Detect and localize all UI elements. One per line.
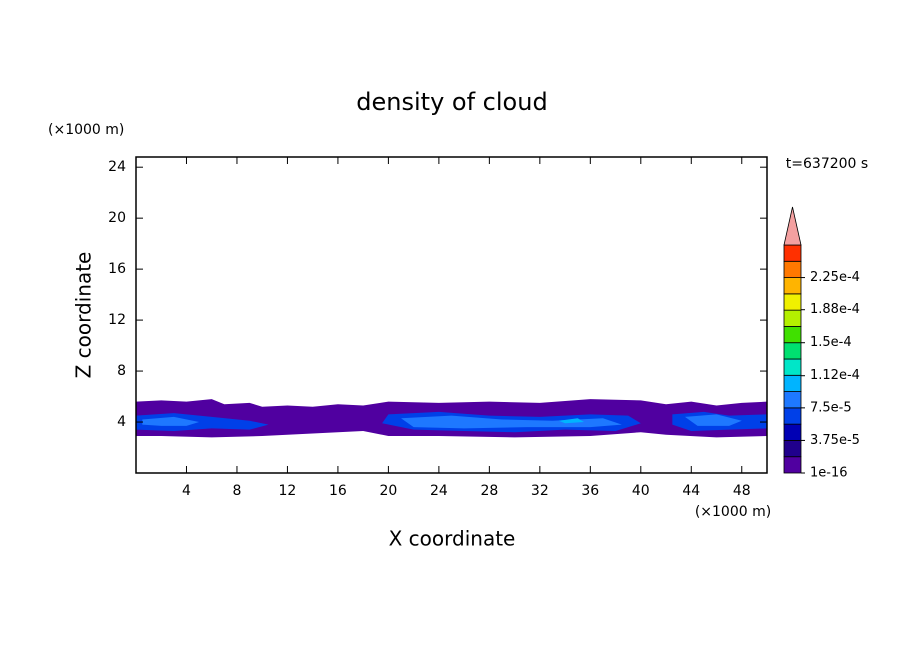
colorbar-band <box>783 391 802 409</box>
y-axis-label: Z coordinate <box>72 252 96 379</box>
contour-region <box>684 414 742 426</box>
x-axis-label: X coordinate <box>389 527 516 551</box>
contour-region <box>558 418 585 424</box>
y-tick-label: 16 <box>108 261 126 277</box>
y-unit: (×1000 m) <box>48 122 124 138</box>
time-label: t=637200 s <box>786 156 868 172</box>
plot-frame <box>135 156 768 474</box>
colorbar-band <box>783 244 802 262</box>
colorbar-band <box>783 309 802 327</box>
colorbar-band <box>783 326 802 344</box>
y-tick-label: 8 <box>117 363 126 379</box>
colorbar-tick-label: 2.25e-4 <box>810 270 860 285</box>
x-tick-label: 20 <box>379 483 397 499</box>
chart-title: density of cloud <box>356 88 547 116</box>
x-tick-label: 8 <box>232 483 241 499</box>
colorbar-band <box>783 277 802 295</box>
y-tick-label: 12 <box>108 312 126 328</box>
x-tick-label: 48 <box>733 483 751 499</box>
contour-region <box>142 416 200 426</box>
x-unit: (×1000 m) <box>695 504 771 520</box>
colorbar-band <box>783 342 802 360</box>
x-tick-label: 12 <box>279 483 297 499</box>
colorbar-band <box>783 374 802 392</box>
colorbar-extend <box>783 206 802 246</box>
x-tick-label: 40 <box>632 483 650 499</box>
colorbar-band <box>783 358 802 376</box>
y-tick-label: 24 <box>108 159 126 175</box>
y-tick-label: 4 <box>117 414 126 430</box>
x-tick-label: 32 <box>531 483 549 499</box>
colorbar-band <box>783 260 802 278</box>
colorbar-band <box>783 456 802 474</box>
x-tick-label: 4 <box>182 483 191 499</box>
colorbar-tick-label: 1e-16 <box>810 466 848 481</box>
colorbar-tick-label: 1.12e-4 <box>810 368 860 383</box>
x-tick-label: 16 <box>329 483 347 499</box>
contour-region <box>401 415 622 429</box>
colorbar-tick-label: 3.75e-5 <box>810 433 860 448</box>
y-tick-label: 20 <box>108 210 126 226</box>
colorbar-tick-label: 1.88e-4 <box>810 302 860 317</box>
x-tick-label: 24 <box>430 483 448 499</box>
colorbar-tick-label: 7.5e-5 <box>810 400 852 415</box>
colorbar-band <box>783 407 802 425</box>
x-tick-label: 44 <box>682 483 700 499</box>
colorbar-band <box>783 293 802 311</box>
x-tick-label: 28 <box>480 483 498 499</box>
colorbar-tick-label: 1.5e-4 <box>810 335 852 350</box>
colorbar-band <box>783 423 802 441</box>
x-tick-label: 36 <box>581 483 599 499</box>
colorbar-band <box>783 440 802 458</box>
